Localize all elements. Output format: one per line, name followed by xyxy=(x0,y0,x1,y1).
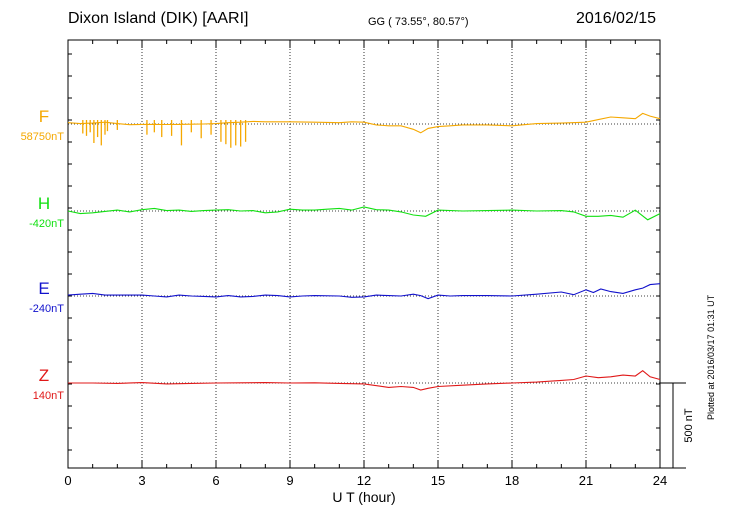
series-name-h: H xyxy=(38,194,50,213)
series-line-z xyxy=(68,370,661,391)
series-name-e: E xyxy=(38,279,49,298)
x-tick-label: 15 xyxy=(431,473,445,488)
series-baseline-z: 140nT xyxy=(33,390,64,402)
x-tick-label: 18 xyxy=(505,473,519,488)
x-tick-label: 24 xyxy=(653,473,667,488)
series-line-h xyxy=(67,206,661,221)
series-line-e xyxy=(67,283,661,300)
x-tick-label: 9 xyxy=(286,473,293,488)
series-name-f: F xyxy=(39,107,49,126)
x-tick-label: 6 xyxy=(212,473,219,488)
series-baseline-e: -240nT xyxy=(29,303,64,315)
series-labels: F 58750nT H -420nT E -240nT Z 140nT xyxy=(21,107,65,402)
grid-lines xyxy=(68,40,660,468)
series-baseline-h: -420nT xyxy=(29,218,64,230)
series-baseline-f: 58750nT xyxy=(21,131,65,143)
scale-bar: 500 nT xyxy=(660,382,695,469)
x-tick-label: 12 xyxy=(357,473,371,488)
y-axis-ticks xyxy=(68,53,660,451)
station-coordinates: GG ( 73.55°, 80.57°) xyxy=(368,16,469,28)
scale-bar-label: 500 nT xyxy=(683,408,695,443)
x-tick-label: 3 xyxy=(138,473,145,488)
chart-date: 2016/02/15 xyxy=(576,10,657,27)
series-line-f xyxy=(67,112,661,134)
series-lines xyxy=(67,112,661,391)
plotted-at-note: Plotted at 2016/03/17 01:31 UT xyxy=(706,294,716,420)
x-tick-label: 0 xyxy=(64,473,71,488)
x-axis: 0 3 6 9 12 15 18 21 24 xyxy=(64,40,667,488)
series-name-z: Z xyxy=(39,366,49,385)
chart-title: Dixon Island (DIK) [AARI] xyxy=(68,10,249,27)
x-axis-label: U T (hour) xyxy=(332,489,395,505)
x-tick-label: 21 xyxy=(579,473,593,488)
